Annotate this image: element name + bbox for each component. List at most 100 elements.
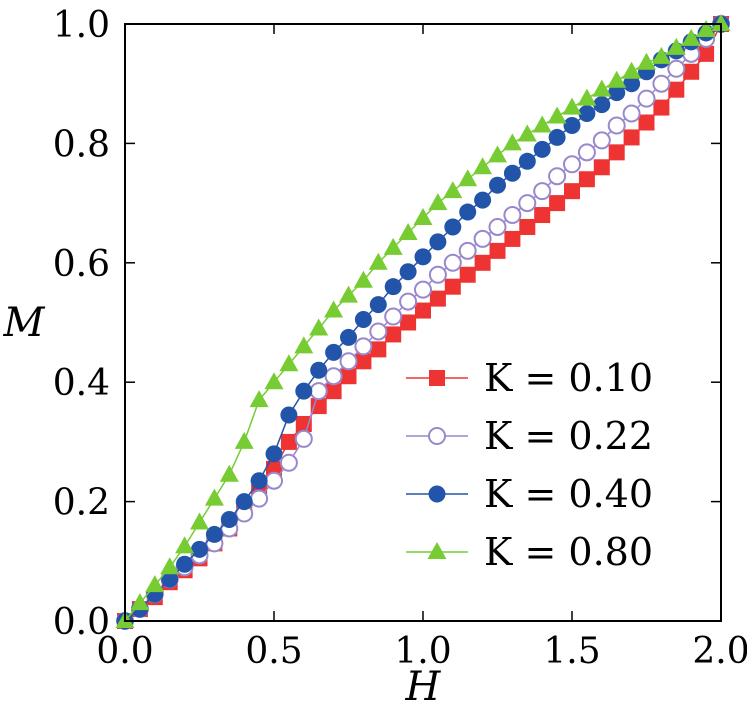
series-3-point xyxy=(429,233,447,251)
series-3-point xyxy=(384,278,402,296)
series-3-point xyxy=(161,570,179,588)
series-1-point xyxy=(295,415,312,432)
series-3-point xyxy=(623,75,641,93)
series-4-point xyxy=(562,97,582,115)
series-4-point xyxy=(190,512,209,530)
x-tick-label: 1.0 xyxy=(394,631,451,672)
series-1-point xyxy=(668,81,685,98)
series-4-point xyxy=(339,285,358,303)
legend-marker xyxy=(428,427,446,445)
series-4-point xyxy=(264,372,284,390)
series-layer xyxy=(115,14,731,630)
x-tick-label: 1.5 xyxy=(543,631,600,672)
series-2-point xyxy=(488,217,507,236)
series-2-point xyxy=(533,182,552,201)
legend-label: K = 0.80 xyxy=(484,530,653,574)
series-4-point xyxy=(443,181,463,199)
series-4-point xyxy=(160,557,180,575)
series-4-point xyxy=(681,28,701,46)
y-tick-label: 0.4 xyxy=(53,363,110,404)
series-3-point xyxy=(414,248,432,266)
series-4-point xyxy=(473,157,493,175)
series-3-point xyxy=(399,263,417,281)
series-4-point xyxy=(130,593,150,611)
series-4-point xyxy=(249,390,269,408)
legend-label: K = 0.22 xyxy=(484,414,653,458)
series-3-point xyxy=(340,328,357,346)
series-2-point xyxy=(637,89,656,108)
series-2-point xyxy=(399,292,418,311)
series-4-point xyxy=(145,575,165,593)
series-4-point xyxy=(204,488,224,506)
series-3-point xyxy=(191,540,208,558)
series-3-point xyxy=(548,128,566,146)
series-4-point xyxy=(368,252,388,270)
series-1-point xyxy=(459,266,476,283)
series-2-point xyxy=(369,322,388,341)
series-1-point xyxy=(653,99,670,116)
y-axis-title: M xyxy=(3,300,46,346)
series-4-point xyxy=(488,145,507,163)
y-tick-label: 1.0 xyxy=(53,5,110,46)
series-3-point xyxy=(489,176,506,194)
series-4-point xyxy=(696,19,716,37)
series-2-point xyxy=(279,453,298,472)
series-1-point xyxy=(415,302,431,319)
series-1-point xyxy=(429,290,446,307)
series-4-point xyxy=(666,37,686,55)
series-4-point xyxy=(234,431,254,449)
series-1-point xyxy=(608,144,625,161)
series-2-point xyxy=(414,280,432,299)
series-1-point xyxy=(370,341,387,358)
legend-marker xyxy=(427,542,447,559)
series-4-point xyxy=(651,46,671,64)
series-4-point xyxy=(711,14,731,31)
series-1-point xyxy=(519,218,536,235)
x-tick-label: 0.5 xyxy=(245,631,302,672)
series-4-point xyxy=(279,354,299,372)
series-3-point xyxy=(459,203,477,221)
series-2-point xyxy=(324,367,343,386)
series-4-point xyxy=(309,318,329,336)
series-3-point xyxy=(295,382,313,400)
series-4-point xyxy=(383,237,403,255)
series-3-point xyxy=(250,472,268,490)
legend-label: K = 0.40 xyxy=(484,472,653,516)
series-3-point xyxy=(325,343,343,361)
series-2-point xyxy=(339,352,358,371)
series-4-point xyxy=(622,61,642,79)
legend-marker xyxy=(429,370,445,386)
series-3-point xyxy=(265,445,283,463)
series-2-point xyxy=(607,116,626,135)
ticks-layer: 0.0 0.5 1.0 1.5 2.0 0.0 0.2 0.4 0.6 0.8 1.0 xyxy=(53,5,747,672)
y-tick-label: 0.6 xyxy=(53,244,110,285)
series-1-point xyxy=(683,63,700,80)
series-1-point xyxy=(698,45,715,62)
series-1-point xyxy=(355,353,372,370)
series-1-point xyxy=(444,278,461,295)
series-2-point xyxy=(473,229,492,248)
series-1-point xyxy=(504,230,521,247)
series-2-point xyxy=(652,74,671,93)
series-4-point xyxy=(547,106,567,124)
series-1-point xyxy=(593,159,610,176)
series-1-point xyxy=(385,326,402,343)
series-1-point xyxy=(310,398,327,415)
series-1-point xyxy=(280,433,297,450)
y-tick-label: 0.8 xyxy=(53,124,110,165)
series-4-point xyxy=(577,88,597,106)
x-tick-label: 0.0 xyxy=(96,631,153,672)
series-3-point xyxy=(205,525,223,543)
series-4-point xyxy=(592,79,612,97)
series-1-point xyxy=(489,242,506,259)
legend-marker xyxy=(428,485,446,503)
y-tick-label: 0.0 xyxy=(53,602,110,643)
series-2-point xyxy=(428,265,447,284)
series-2-point xyxy=(518,194,537,213)
series-1-point xyxy=(549,195,566,212)
x-axis-title: H xyxy=(405,664,442,709)
legend: K = 0.10 K = 0.22 K = 0.40 K = 0.80 xyxy=(406,356,653,574)
series-2-point xyxy=(309,382,328,401)
series-4-point xyxy=(502,133,522,151)
